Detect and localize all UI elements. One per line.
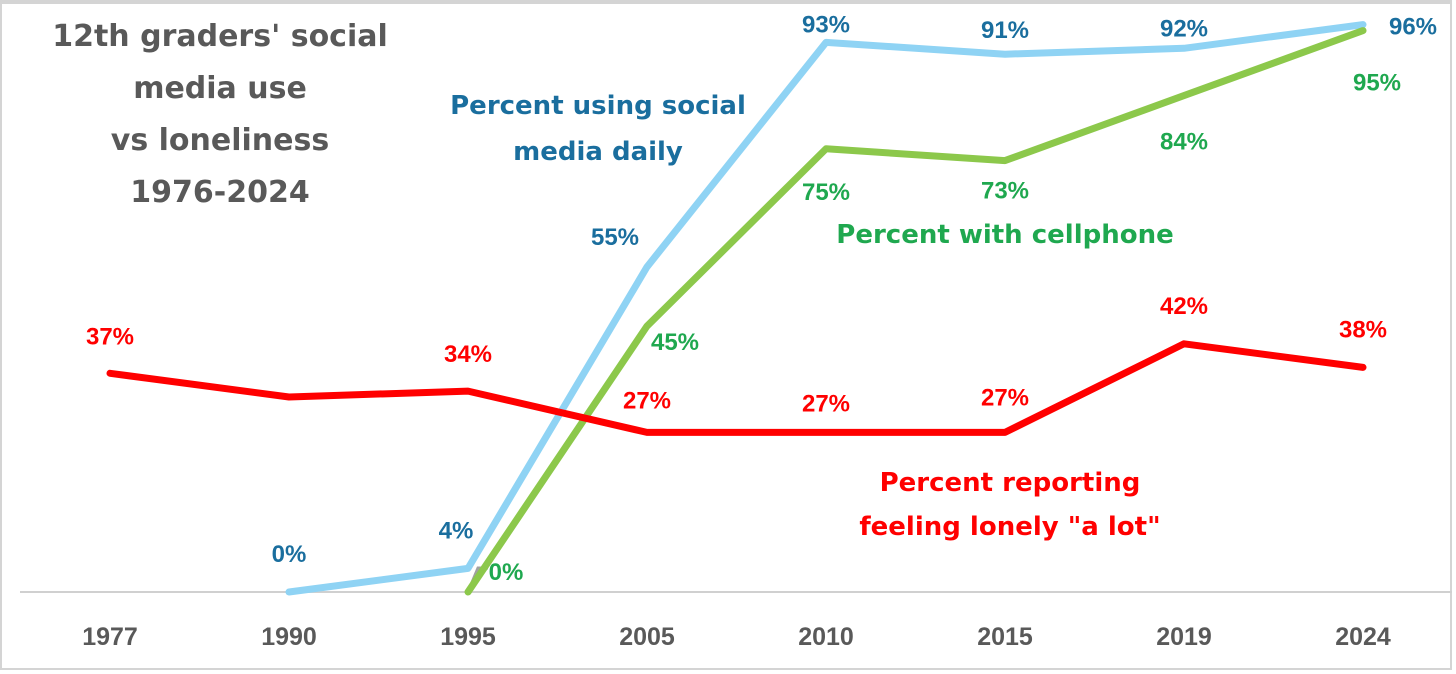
data-label-cellphone-2024: 95%: [1353, 70, 1401, 97]
series-name-loneliness-line-2: feeling lonely "a lot": [859, 512, 1160, 542]
x-tick-label-1990: 1990: [261, 623, 317, 651]
series-name-cellphone: Percent with cellphone: [836, 220, 1173, 250]
data-label-social-media-2005: 55%: [591, 224, 639, 251]
x-tick-label-2019: 2019: [1156, 623, 1212, 651]
data-label-social-media-2019: 92%: [1160, 15, 1208, 42]
series-name-social-media-line-1: Percent using social: [450, 91, 746, 121]
data-label-cellphone-2005: 45%: [651, 329, 699, 356]
series-lines: [106, 21, 1367, 596]
chart-title-line-2: media use: [133, 71, 307, 106]
data-label-social-media-2015: 91%: [981, 17, 1029, 44]
data-label-loneliness-2019: 42%: [1160, 293, 1208, 320]
data-label-cellphone-2019: 84%: [1160, 129, 1208, 156]
data-label-loneliness-2010: 27%: [802, 390, 850, 417]
x-tick-label-1977: 1977: [82, 623, 138, 651]
x-tick-label-2015: 2015: [977, 623, 1033, 651]
series-line-loneliness: [106, 340, 1367, 436]
series-line-social-media: [285, 21, 1367, 596]
data-label-cellphone-2010: 75%: [802, 179, 850, 206]
data-label-loneliness-2024: 38%: [1339, 316, 1387, 343]
data-labels: 0% 4% 55% 93% 91% 92% 96% 0% 45% 75% 73% 84% 95% 37% 3…: [86, 11, 1437, 586]
data-label-social-media-1990: 0%: [272, 541, 307, 568]
series-name-cellphone-line-1: Percent with cellphone: [836, 220, 1173, 250]
x-tick-label-2005: 2005: [619, 623, 675, 651]
chart-title-line-3: vs loneliness: [111, 123, 329, 158]
data-label-social-media-2024: 96%: [1389, 14, 1437, 41]
x-axis-ticks: 1977 1990 1995 2005 2010 2015 2019 2024: [82, 623, 1391, 651]
data-label-cellphone-1995: 0%: [489, 559, 524, 586]
x-tick-label-1995: 1995: [440, 623, 496, 651]
data-label-loneliness-2005: 27%: [623, 387, 671, 414]
x-tick-label-2024: 2024: [1335, 623, 1391, 651]
chart-title-line-4: 1976-2024: [130, 175, 309, 210]
data-label-cellphone-2015: 73%: [981, 178, 1029, 205]
chart-title-line-1: 12th graders' social: [52, 19, 388, 54]
data-label-loneliness-1995: 34%: [444, 341, 492, 368]
x-tick-label-2010: 2010: [798, 623, 854, 651]
data-label-social-media-2010: 93%: [802, 11, 850, 38]
data-label-social-media-1995: 4%: [439, 517, 474, 544]
series-name-social-media-line-2: media daily: [513, 137, 683, 167]
series-name-social-media: Percent using social media daily: [450, 91, 746, 167]
chart-title: 12th graders' social media use vs loneli…: [52, 19, 388, 210]
series-line-cellphone: [464, 27, 1367, 596]
series-name-loneliness: Percent reporting feeling lonely "a lot": [859, 468, 1160, 542]
series-name-loneliness-line-1: Percent reporting: [880, 468, 1141, 498]
data-label-loneliness-2015: 27%: [981, 384, 1029, 411]
data-label-loneliness-1977: 37%: [86, 323, 134, 350]
